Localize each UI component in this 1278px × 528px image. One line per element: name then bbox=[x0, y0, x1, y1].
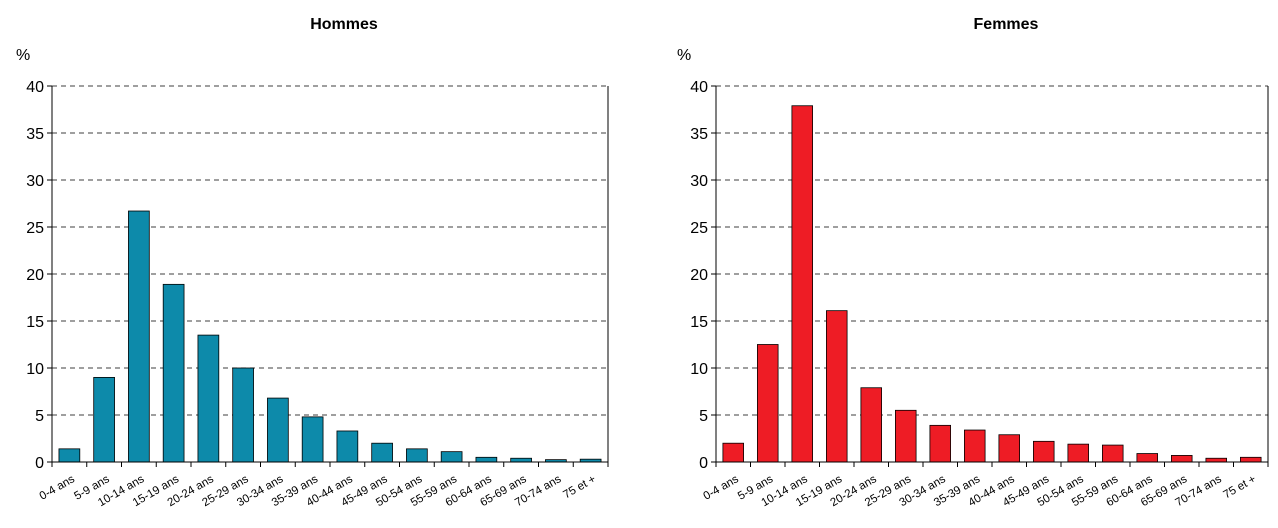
bar-75-et bbox=[1240, 456, 1262, 463]
bar-60-64-ans bbox=[1136, 453, 1159, 463]
y-tick-label: 15 bbox=[26, 314, 44, 331]
bar-65-69-ans bbox=[1171, 455, 1193, 463]
bar-0-4-ans bbox=[722, 442, 745, 463]
y-tick-label: 5 bbox=[35, 408, 44, 425]
bar-20-24-ans bbox=[197, 334, 220, 463]
bar-40-44-ans bbox=[336, 430, 359, 463]
bar-15-19-ans bbox=[826, 310, 848, 463]
y-tick-label: 15 bbox=[690, 314, 708, 331]
bar-40-44-ans bbox=[998, 434, 1021, 463]
bar-35-39-ans bbox=[301, 416, 324, 463]
x-tick-label: 0-4 ans bbox=[38, 473, 77, 503]
y-tick-label: 5 bbox=[699, 408, 708, 425]
bar-70-74-ans bbox=[1205, 457, 1228, 463]
x-tick-label: 0-4 ans bbox=[702, 473, 741, 503]
bar-55-59-ans bbox=[1102, 444, 1124, 463]
bar-10-14-ans bbox=[128, 210, 150, 463]
y-tick-label: 0 bbox=[699, 455, 708, 472]
bar-55-59-ans bbox=[440, 451, 463, 463]
y-tick-label: 35 bbox=[690, 126, 708, 143]
y-tick-label: 25 bbox=[690, 220, 708, 237]
bar-35-39-ans bbox=[964, 429, 986, 463]
bar-5-9-ans bbox=[757, 344, 779, 463]
bar-15-19-ans bbox=[162, 283, 185, 463]
bar-30-34-ans bbox=[267, 397, 289, 463]
y-tick-label: 35 bbox=[26, 126, 44, 143]
y-tick-label: 10 bbox=[26, 361, 44, 378]
y-tick-label: 40 bbox=[690, 79, 708, 96]
y-tick-label: 20 bbox=[690, 267, 708, 284]
bar-25-29-ans bbox=[895, 409, 917, 463]
chart-title: Femmes bbox=[974, 16, 1039, 33]
x-tick-label: 75 et + bbox=[561, 473, 598, 501]
bar-25-29-ans bbox=[232, 367, 254, 463]
y-tick-label: 30 bbox=[26, 173, 44, 190]
bar-65-69-ans bbox=[510, 457, 532, 463]
chart-title: Hommes bbox=[310, 16, 378, 33]
y-tick-label: 0 bbox=[35, 455, 44, 472]
bar-20-24-ans bbox=[860, 387, 883, 463]
bar-50-54-ans bbox=[1067, 443, 1090, 463]
bar-60-64-ans bbox=[475, 456, 498, 463]
y-tick-label: 30 bbox=[690, 173, 708, 190]
y-tick-label: 10 bbox=[690, 361, 708, 378]
y-axis-unit-label: % bbox=[677, 47, 691, 64]
y-tick-label: 20 bbox=[26, 267, 44, 284]
y-tick-label: 40 bbox=[26, 79, 44, 96]
bar-50-54-ans bbox=[406, 448, 428, 463]
bar-30-34-ans bbox=[929, 424, 952, 463]
bar-0-4-ans bbox=[58, 448, 81, 463]
y-axis-unit-label: % bbox=[16, 47, 30, 64]
bar-45-49-ans bbox=[1033, 440, 1055, 463]
bar-5-9-ans bbox=[93, 376, 115, 463]
x-tick-label: 75 et + bbox=[1222, 473, 1259, 501]
bar-10-14-ans bbox=[791, 105, 814, 463]
y-tick-label: 25 bbox=[26, 220, 44, 237]
bar-45-49-ans bbox=[371, 442, 393, 463]
